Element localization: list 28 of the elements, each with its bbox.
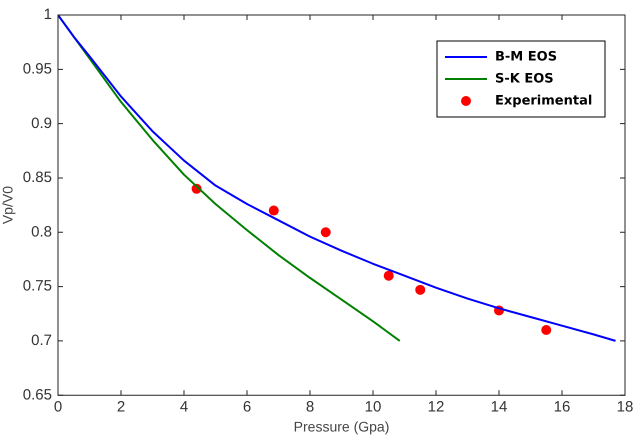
x-tick-label: 8 [306, 398, 314, 416]
x-axis-title: Pressure (Gpa) [294, 418, 390, 434]
x-tick-label: 18 [616, 398, 634, 416]
x-tick-label: 10 [364, 398, 382, 416]
x-tick-label: 2 [116, 398, 126, 416]
x-tick-label: 6 [242, 398, 252, 416]
x-tick-label: 12 [428, 398, 444, 416]
point [384, 270, 394, 281]
y-tick-label: 0.9 [31, 114, 52, 132]
y-tick-label: 0.85 [22, 169, 52, 186]
legend-label: Experimental [495, 93, 592, 108]
legend-label: S-K EOS [495, 71, 554, 86]
point [541, 325, 552, 336]
y-tick-label: 0.75 [22, 278, 52, 295]
y-tick-label: 0.65 [22, 386, 52, 404]
y-tick-label: 1 [44, 6, 52, 24]
x-tick-label: 4 [180, 398, 188, 416]
point [415, 284, 426, 295]
point [268, 206, 279, 216]
y-tick-label: 0.8 [31, 223, 52, 240]
x-tick-label: 14 [490, 398, 508, 416]
y-tick-label: 0.7 [31, 332, 52, 350]
legend-label: B-M EOS [495, 49, 558, 64]
y-tick-label: 0.95 [22, 60, 52, 78]
y-axis-title: Vp/V0 [0, 186, 16, 224]
x-tick-label: 0 [54, 398, 62, 416]
point [320, 227, 331, 238]
x-tick-label: 16 [554, 398, 570, 416]
